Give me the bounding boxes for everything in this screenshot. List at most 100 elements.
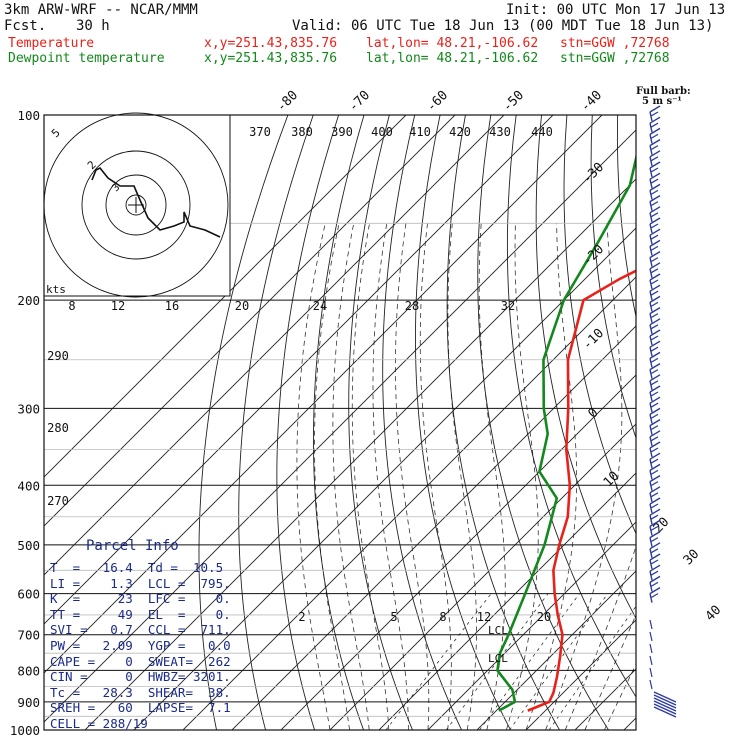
isotherm-line — [231, 325, 636, 730]
dry-adiabat-line — [506, 115, 636, 698]
theta-label: 400 — [371, 125, 393, 139]
pressure-tick-label: 300 — [17, 401, 40, 416]
wind-barb-flag — [649, 486, 661, 494]
wind-barb-flag — [650, 492, 659, 498]
mixing-ratio-label: 8 — [439, 610, 446, 624]
wind-barb-flag — [650, 391, 659, 397]
wind-barb-flag — [650, 223, 659, 229]
wind-barb-flag — [649, 262, 661, 270]
theta-label: 270 — [47, 494, 69, 508]
parcel-info-row: PW = 2.09 YGP = 0.0 — [50, 638, 231, 653]
dewpoint-xy: x,y=251.43,835.76 — [204, 51, 338, 66]
mixing-ratio-label: 16 — [165, 299, 179, 313]
wind-barb-staff — [649, 268, 653, 278]
parcel-info-row: K = 23 LFC = 0. — [50, 591, 231, 607]
wind-barb-flag — [650, 201, 659, 207]
parcel-info-row: Tc = 28.3 SHEAR= 38. — [50, 684, 231, 700]
wind-barb-staff — [649, 380, 653, 390]
temperature-profile — [527, 269, 636, 712]
isotherm-line — [673, 115, 740, 730]
isotherm-label: 30 — [681, 547, 703, 569]
wind-barb-flag — [649, 250, 661, 259]
wind-barb-flag — [649, 586, 661, 595]
moist-adiabat-line — [604, 663, 636, 730]
dewpoint-stn: stn=GGW ,72768 — [560, 51, 670, 66]
isotherm-label: -50 — [500, 88, 527, 115]
dewpoint-legend: Dewpoint temperature — [8, 51, 165, 66]
hodograph-ring — [125, 194, 147, 216]
wind-barb-staff — [653, 694, 677, 706]
diagram-border — [43, 114, 637, 731]
wind-barb-staff — [649, 667, 653, 678]
valid-time: Valid: 06 UTC Tue 18 Jun 13 (00 MDT Tue … — [292, 18, 714, 34]
wind-barb-staff — [649, 167, 653, 178]
pressure-tick-label: 200 — [17, 293, 40, 308]
wind-barb-staff — [649, 111, 653, 122]
wind-barb-flag — [650, 357, 659, 363]
dry-adiabat-line — [446, 115, 561, 730]
wind-barb-flag — [649, 452, 661, 460]
hodograph-ring — [105, 174, 167, 236]
wind-barb-flag — [650, 469, 659, 475]
parcel-info-row: CELL = 288/19 — [50, 716, 148, 731]
wind-barb-flag — [649, 362, 661, 371]
hodograph-trace — [91, 166, 221, 238]
wind-barb-flag — [650, 593, 659, 599]
wind-barb-flag — [650, 257, 659, 263]
wind-barb-flag — [649, 553, 661, 561]
temperature-stn: stn=GGW ,72768 — [560, 36, 670, 51]
theta-label: 370 — [249, 125, 271, 139]
wind-barb-flag — [650, 514, 659, 520]
isotherm-label: -80 — [274, 88, 301, 115]
wind-barb-staff — [649, 571, 653, 581]
moist-adiabat-line — [372, 223, 409, 730]
wind-barb-staff — [649, 156, 653, 166]
mixing-ratio-label: 32 — [501, 299, 515, 313]
wind-barb-flag — [649, 161, 661, 169]
wind-barb-staff — [649, 313, 653, 323]
isotherm-line — [476, 570, 636, 730]
barb-legend-title: Full barb: — [636, 86, 691, 97]
dry-adiabat-line — [348, 115, 414, 730]
wind-barb-flag — [650, 581, 659, 587]
wind-barb-staff — [649, 559, 653, 570]
wind-barb-staff — [649, 548, 653, 558]
parcel-info-row: SVI = 0.7 CCL = 711. — [50, 622, 231, 638]
mixing-ratio-label: 20 — [537, 610, 551, 624]
wind-barb-staff — [649, 436, 653, 446]
lcl-annotation: LCL — [488, 652, 508, 665]
isotherm-line — [427, 521, 636, 730]
isotherm-label: 10 — [601, 469, 623, 491]
wind-barb-staff — [649, 470, 653, 480]
wind-barb-flag — [649, 418, 661, 427]
isotherm-line — [623, 717, 636, 730]
dry-adiabat-line — [276, 115, 340, 730]
mixing-ratio-label: 20 — [235, 299, 249, 313]
wind-barb-staff — [649, 347, 653, 357]
wind-barb-staff — [649, 257, 653, 267]
hodograph-kts-label: kts — [46, 283, 66, 296]
wind-barb-flag — [649, 497, 661, 505]
wind-barb-staff — [649, 503, 653, 514]
wind-barb-staff — [649, 515, 653, 525]
wind-barb-flag — [649, 575, 661, 584]
wind-barb-flag — [649, 306, 661, 315]
wind-barb-flag — [649, 519, 661, 528]
pressure-tick-label: 600 — [17, 587, 40, 602]
wind-barb-staff — [649, 414, 653, 424]
wind-barb-staff — [649, 123, 653, 133]
wind-barb-flag — [650, 122, 659, 128]
wind-barb-flag — [649, 564, 661, 572]
wind-barb-flag — [650, 133, 659, 139]
wind-barb-flag — [649, 228, 661, 236]
dry-adiabat-line — [590, 115, 636, 440]
wind-barb-staff — [649, 201, 653, 211]
theta-label: 380 — [291, 125, 313, 139]
pressure-tick-label: 400 — [17, 478, 40, 493]
wind-barb-staff — [649, 369, 653, 379]
wind-barb-flag — [650, 324, 659, 330]
isotherm-line — [280, 374, 636, 730]
wind-barb-flag — [650, 156, 659, 162]
pressure-tick-label: 100 — [17, 108, 40, 123]
wind-barb-flag — [649, 127, 661, 136]
